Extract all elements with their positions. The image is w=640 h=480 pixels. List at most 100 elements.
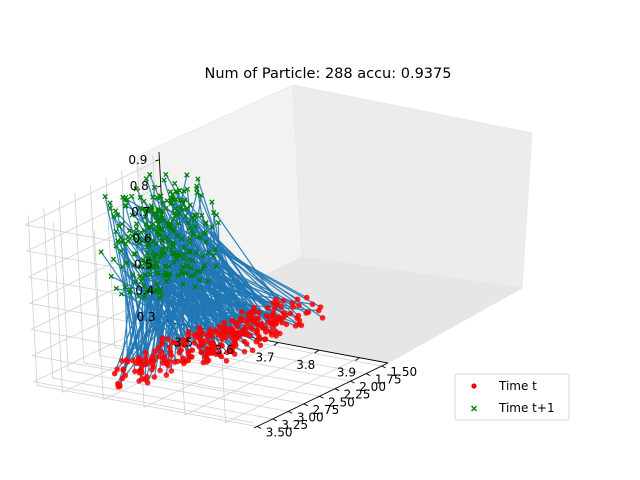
point-time-t-plus-1 xyxy=(133,279,139,285)
point-time-t xyxy=(305,309,312,315)
point-time-t-plus-1 xyxy=(170,249,177,256)
point-time-t xyxy=(160,360,166,366)
point-time-t-plus-1 xyxy=(165,238,171,244)
point-time-t-plus-1 xyxy=(190,257,196,264)
point-time-t-plus-1 xyxy=(160,200,166,206)
point-time-t xyxy=(149,353,156,360)
point-time-t xyxy=(298,322,305,329)
point-time-t xyxy=(142,349,149,356)
point-time-t xyxy=(280,297,286,304)
z-tick-label: 0.6 xyxy=(132,231,151,245)
point-time-t-plus-1 xyxy=(177,197,184,204)
x-tick-label: 3.8 xyxy=(296,358,315,372)
point-time-t xyxy=(262,336,269,342)
y-tick-mark xyxy=(303,403,309,407)
point-time-t xyxy=(303,294,310,301)
point-time-t xyxy=(274,300,281,307)
point-time-t-plus-1 xyxy=(156,216,162,222)
point-time-t xyxy=(254,329,260,336)
point-time-t xyxy=(152,348,159,355)
point-time-t-plus-1 xyxy=(141,198,147,205)
point-time-t-plus-1 xyxy=(124,259,130,266)
point-time-t xyxy=(185,332,192,338)
point-time-t xyxy=(216,323,223,330)
point-time-t xyxy=(114,366,120,373)
gridline-z xyxy=(25,159,160,226)
point-time-t-plus-1 xyxy=(102,193,108,200)
x-tick-label: 3.7 xyxy=(255,351,274,365)
point-time-t xyxy=(248,309,255,315)
point-time-t-plus-1 xyxy=(107,200,113,206)
point-time-t-plus-1 xyxy=(170,196,176,202)
point-time-t-plus-1 xyxy=(192,223,198,230)
point-time-t-plus-1 xyxy=(133,229,139,236)
point-time-t-plus-1 xyxy=(174,232,181,238)
legend-marker-time-t-plus-1 xyxy=(471,405,477,412)
point-time-t-plus-1 xyxy=(182,213,189,219)
point-time-t-plus-1 xyxy=(132,251,138,257)
particle-connector xyxy=(156,291,258,333)
point-time-t-plus-1 xyxy=(141,294,147,301)
point-time-t-plus-1 xyxy=(128,193,135,200)
point-time-t-plus-1 xyxy=(194,186,200,192)
point-time-t-plus-1 xyxy=(107,205,113,211)
point-time-t-plus-1 xyxy=(155,258,161,264)
point-time-t xyxy=(207,326,214,333)
point-time-t xyxy=(174,358,181,365)
particle-connector xyxy=(121,266,193,358)
point-time-t-plus-1 xyxy=(151,238,157,244)
point-time-t-plus-1 xyxy=(191,217,198,223)
point-time-t-plus-1 xyxy=(152,260,158,266)
point-time-t-plus-1 xyxy=(137,194,143,201)
point-time-t-plus-1 xyxy=(185,220,191,226)
point-time-t xyxy=(158,349,165,356)
point-time-t-plus-1 xyxy=(142,214,149,220)
point-time-t-plus-1 xyxy=(200,253,206,259)
point-time-t-plus-1 xyxy=(187,248,193,255)
point-time-t xyxy=(142,377,149,383)
point-time-t-plus-1 xyxy=(113,243,119,249)
point-time-t xyxy=(166,344,173,350)
point-time-t-plus-1 xyxy=(135,240,142,247)
point-time-t-plus-1 xyxy=(209,199,215,205)
point-time-t-plus-1 xyxy=(184,172,190,178)
particle-connector xyxy=(192,233,231,333)
point-time-t xyxy=(319,315,326,321)
point-time-t xyxy=(249,347,256,354)
point-time-t xyxy=(197,326,203,332)
point-time-t xyxy=(163,372,170,378)
point-time-t-plus-1 xyxy=(136,205,143,212)
point-time-t-plus-1 xyxy=(170,191,176,197)
series-time-t-plus-1 xyxy=(98,171,221,301)
point-time-t-plus-1 xyxy=(113,285,119,292)
point-time-t xyxy=(243,331,250,337)
point-time-t xyxy=(142,355,149,361)
particle-connector xyxy=(184,271,201,362)
point-time-t-plus-1 xyxy=(191,272,197,278)
point-time-t-plus-1 xyxy=(184,205,190,212)
point-time-t xyxy=(159,335,165,341)
point-time-t xyxy=(222,334,229,341)
particle-connector xyxy=(172,198,241,322)
point-time-t-plus-1 xyxy=(143,176,149,182)
point-time-t xyxy=(251,304,257,311)
point-time-t-plus-1 xyxy=(147,271,154,278)
point-time-t-plus-1 xyxy=(173,212,179,218)
point-time-t-plus-1 xyxy=(194,233,201,239)
point-time-t xyxy=(130,357,136,364)
point-time-t-plus-1 xyxy=(186,240,193,246)
point-time-t-plus-1 xyxy=(182,197,188,203)
y-axis-line xyxy=(253,362,389,429)
point-time-t-plus-1 xyxy=(188,265,194,271)
y-tick-mark xyxy=(334,388,340,392)
point-time-t xyxy=(265,314,272,320)
point-time-t-plus-1 xyxy=(174,189,181,195)
point-time-t xyxy=(219,343,225,349)
particle-connector xyxy=(216,214,277,300)
point-time-t-plus-1 xyxy=(151,184,158,191)
point-time-t-plus-1 xyxy=(149,265,156,272)
point-time-t-plus-1 xyxy=(143,289,149,295)
point-time-t xyxy=(111,370,118,377)
point-time-t xyxy=(149,366,155,373)
point-time-t-plus-1 xyxy=(122,284,128,290)
